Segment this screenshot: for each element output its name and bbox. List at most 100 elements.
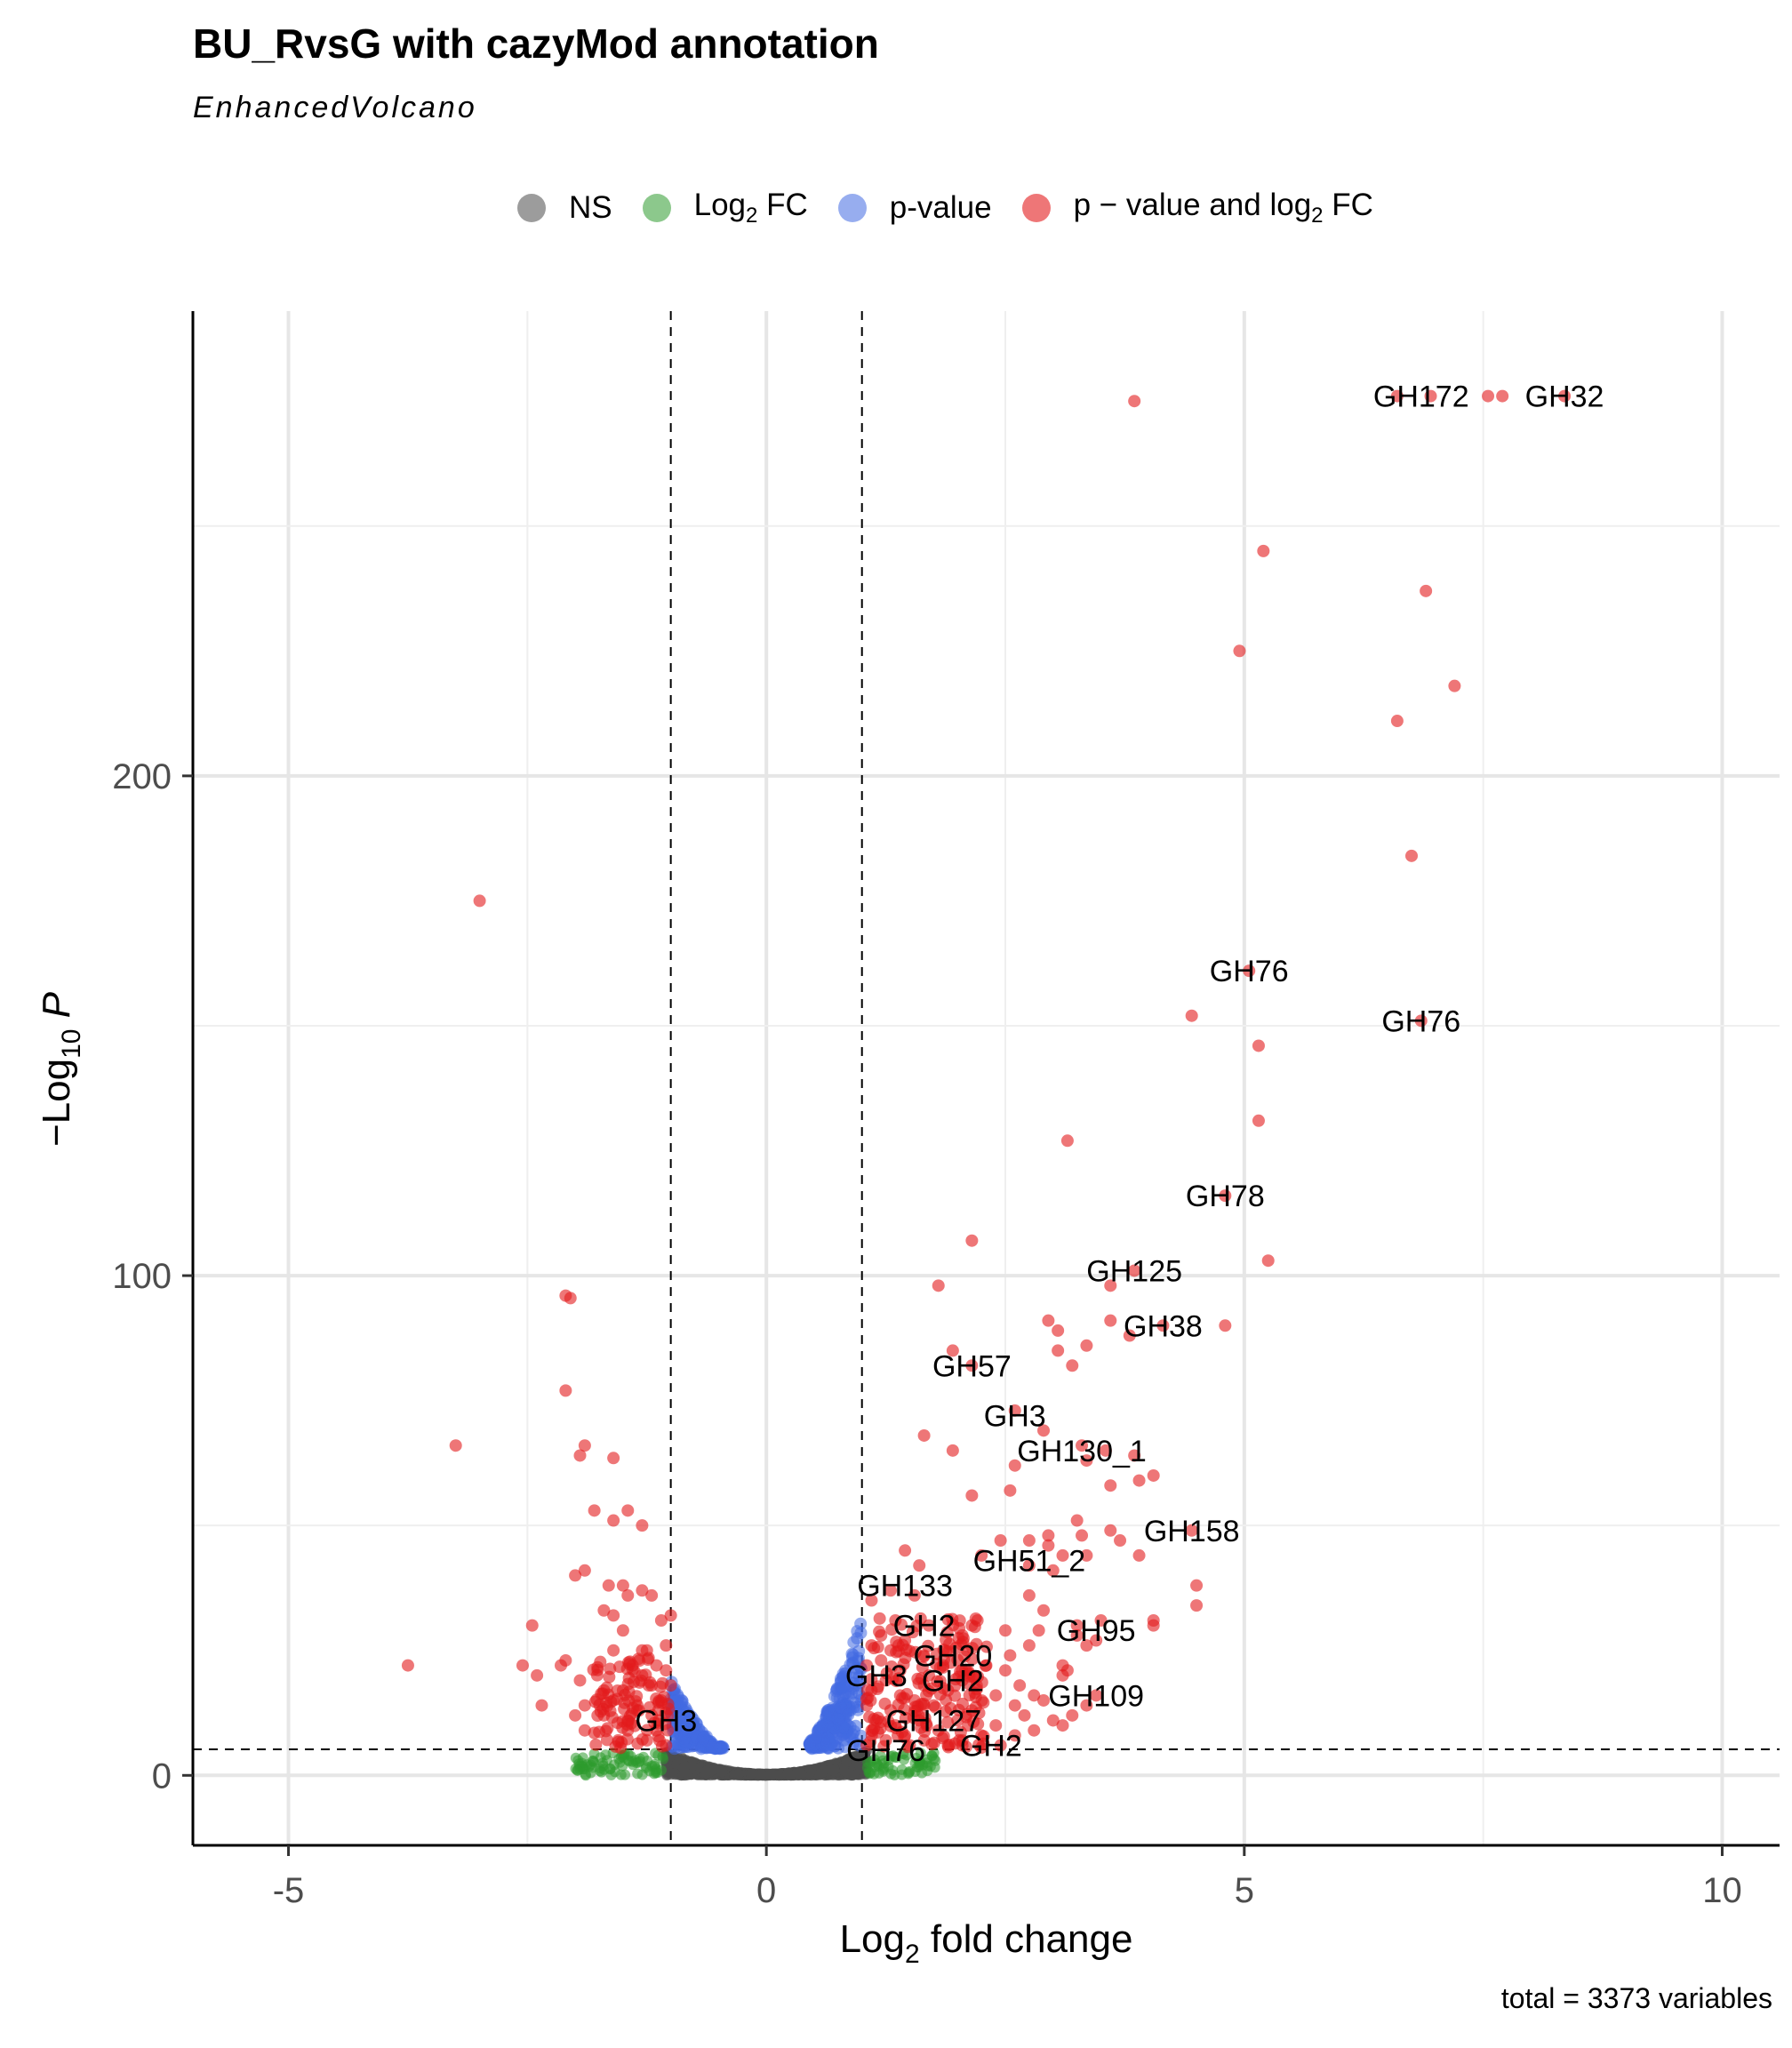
point-pvalue-and-log2fc <box>648 1716 661 1730</box>
point-pvalue-and-log2fc <box>1060 1134 1074 1148</box>
x-tick-label: -5 <box>273 1871 305 1910</box>
point-pvalue-and-log2fc <box>1104 1314 1117 1327</box>
legend-dot-pvalue-and-log2fc <box>1021 194 1051 222</box>
point-pvalue-and-log2fc <box>659 1717 672 1731</box>
point-log2fc <box>632 1768 644 1780</box>
point-label: GH38 <box>1124 1309 1203 1343</box>
point-pvalue <box>847 1636 860 1649</box>
point-pvalue-and-log2fc <box>949 1673 963 1686</box>
point-pvalue-and-log2fc <box>917 1428 931 1442</box>
point-pvalue-and-log2fc <box>611 1684 624 1697</box>
point-pvalue-and-log2fc <box>602 1579 615 1592</box>
point-pvalue-and-log2fc <box>473 894 486 908</box>
point-pvalue-and-log2fc <box>994 1534 1007 1548</box>
point-pvalue-and-log2fc <box>892 1644 905 1658</box>
point-pvalue-and-log2fc <box>931 1675 944 1688</box>
point-pvalue-and-log2fc <box>1482 389 1495 403</box>
point-pvalue-and-log2fc <box>919 1716 932 1730</box>
point-pvalue-and-log2fc <box>625 1707 638 1720</box>
point-pvalue-and-log2fc <box>1414 1014 1428 1028</box>
cutoff-lines <box>193 311 1780 1845</box>
point-pvalue <box>842 1708 855 1722</box>
point-pvalue-and-log2fc <box>873 1625 886 1638</box>
point-pvalue-and-log2fc <box>601 1722 614 1735</box>
point-pvalue-and-log2fc <box>589 1738 603 1751</box>
point-pvalue-and-log2fc <box>1022 1588 1036 1602</box>
point-label: GH76 <box>1381 1004 1460 1038</box>
point-pvalue-and-log2fc <box>1070 1514 1084 1527</box>
point-pvalue-and-log2fc <box>1028 1724 1041 1737</box>
point-pvalue-and-log2fc <box>890 1636 903 1649</box>
point-pvalue-and-log2fc <box>449 1439 462 1452</box>
point-pvalue-and-log2fc <box>944 1656 957 1669</box>
point-pvalue-and-log2fc <box>590 1668 604 1682</box>
point-pvalue-and-log2fc <box>965 1359 979 1372</box>
point-pvalue-and-log2fc <box>1094 1614 1108 1628</box>
legend-dot-pvalue <box>837 194 867 222</box>
point-pvalue-and-log2fc <box>954 1725 967 1739</box>
point-pvalue-and-log2fc <box>590 1693 604 1707</box>
point-pvalue-and-log2fc <box>660 1639 673 1652</box>
point-pvalue-and-log2fc <box>1261 1254 1275 1268</box>
point-pvalue-and-log2fc <box>616 1624 629 1637</box>
point-pvalue-and-log2fc <box>957 1650 971 1663</box>
point-pvalue-and-log2fc <box>1185 1009 1198 1022</box>
legend-item-pvalue-and-log2fc: p − value and log2 FC <box>1021 188 1373 228</box>
point-log2fc <box>928 1753 940 1764</box>
point-pvalue-and-log2fc <box>1190 1579 1204 1592</box>
point-pvalue-and-log2fc <box>946 1444 959 1457</box>
point-pvalue-and-log2fc <box>615 1736 628 1749</box>
point-ns <box>814 1769 826 1780</box>
point-pvalue-and-log2fc <box>554 1659 567 1672</box>
point-label: GH78 <box>1186 1180 1265 1213</box>
point-pvalue-and-log2fc <box>600 1733 613 1747</box>
y-tick-label: 100 <box>112 1257 172 1296</box>
point-pvalue-and-log2fc <box>1104 1479 1117 1492</box>
point-label: GH57 <box>932 1349 1012 1383</box>
point-pvalue-and-log2fc <box>871 1641 884 1654</box>
point-pvalue-and-log2fc <box>896 1692 909 1705</box>
point-pvalue-and-log2fc <box>1219 1319 1232 1332</box>
point-label: GH125 <box>1086 1254 1182 1288</box>
point-pvalue-and-log2fc <box>871 1680 884 1693</box>
point-pvalue-and-log2fc <box>1004 1649 1017 1662</box>
legend-item-pvalue: p-value <box>837 190 992 226</box>
point-pvalue-and-log2fc <box>1018 1708 1031 1722</box>
point-pvalue-and-log2fc <box>1080 1454 1093 1468</box>
point-label: GH32 <box>1525 380 1604 414</box>
point-pvalue-and-log2fc <box>922 1684 935 1698</box>
point-pvalue-and-log2fc <box>641 1652 654 1666</box>
point-pvalue-and-log2fc <box>975 1548 988 1562</box>
point-pvalue-and-log2fc <box>925 1738 939 1751</box>
point-pvalue-and-log2fc <box>629 1695 643 1708</box>
chart-title: BU_RvsG with cazyMod annotation <box>193 20 879 67</box>
point-pvalue-and-log2fc <box>860 1659 874 1672</box>
point-pvalue <box>851 1700 864 1714</box>
point-pvalue-and-log2fc <box>607 1514 620 1527</box>
point-pvalue-and-log2fc <box>525 1619 539 1632</box>
point-pvalue-and-log2fc <box>569 1569 582 1582</box>
point-pvalue-and-log2fc <box>915 1698 928 1711</box>
point-pvalue-and-log2fc <box>967 1669 980 1683</box>
point-pvalue-and-log2fc <box>1132 1474 1146 1487</box>
caption: total = 3373 variables <box>1500 1982 1772 2014</box>
point-pvalue-and-log2fc <box>965 1489 979 1502</box>
point-pvalue-and-log2fc <box>913 1559 926 1572</box>
point-log2fc <box>903 1767 915 1779</box>
point-pvalue-and-log2fc <box>1032 1624 1045 1637</box>
point-pvalue-and-log2fc <box>929 1700 942 1714</box>
point-pvalue-and-log2fc <box>906 1626 919 1639</box>
point-pvalue-and-log2fc <box>939 1705 952 1718</box>
point-label: GH130_1 <box>1017 1435 1147 1468</box>
point-label: GH172 <box>1373 380 1469 414</box>
point-pvalue-and-log2fc <box>994 1739 1007 1752</box>
point-pvalue-and-log2fc <box>1128 1264 1141 1277</box>
point-pvalue-and-log2fc <box>1243 964 1256 978</box>
x-tick-label: 10 <box>1702 1871 1742 1910</box>
point-pvalue-and-log2fc <box>652 1733 666 1747</box>
point-log2fc <box>585 1759 596 1771</box>
point-pvalue-and-log2fc <box>932 1279 945 1292</box>
point-pvalue-and-log2fc <box>1022 1534 1036 1548</box>
point-pvalue-and-log2fc <box>1028 1689 1041 1702</box>
point-pvalue-and-log2fc <box>573 1674 587 1687</box>
